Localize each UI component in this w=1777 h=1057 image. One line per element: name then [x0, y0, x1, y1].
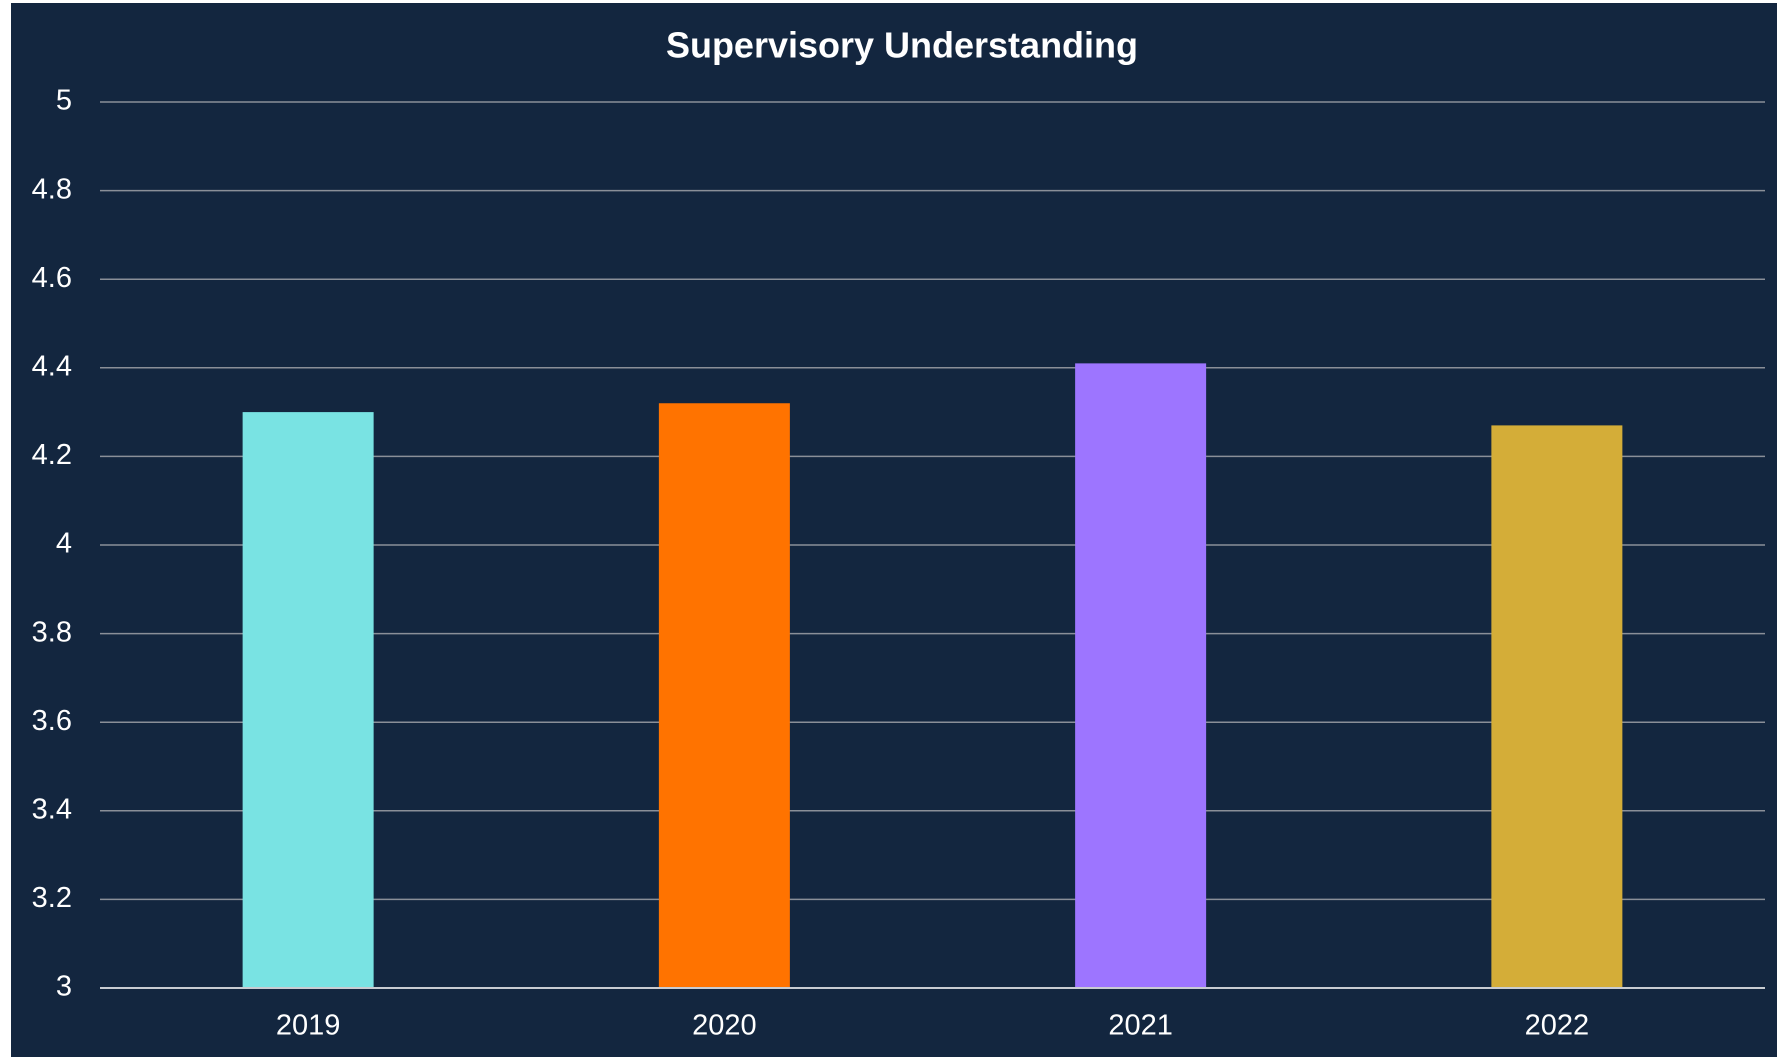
y-tick-label: 5 [56, 85, 72, 117]
bar [1491, 425, 1623, 988]
y-tick-label: 4.8 [32, 173, 72, 205]
y-tick-label: 3.8 [32, 616, 72, 648]
y-tick-label: 3.4 [32, 793, 72, 825]
x-tick-label: 2020 [692, 1010, 757, 1042]
x-tick-label: 2022 [1525, 1010, 1590, 1042]
y-tick-label: 3.2 [32, 882, 72, 914]
y-tick-label: 3 [56, 971, 72, 1003]
y-tick-label: 3.6 [32, 705, 72, 737]
y-tick-label: 4.2 [32, 439, 72, 471]
y-tick-label: 4.6 [32, 262, 72, 294]
x-tick-label: 2021 [1108, 1010, 1173, 1042]
bar [658, 403, 790, 988]
y-tick-label: 4 [56, 528, 72, 560]
y-tick-label: 4.4 [32, 350, 72, 382]
bar [1075, 363, 1207, 988]
bar [242, 412, 374, 989]
x-tick-label: 2019 [276, 1010, 341, 1042]
chart-title: Supervisory Understanding [666, 25, 1138, 66]
